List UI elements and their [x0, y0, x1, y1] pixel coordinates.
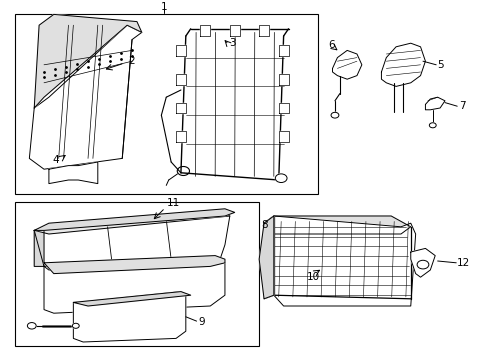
Polygon shape	[425, 97, 444, 110]
Text: 6: 6	[327, 40, 334, 50]
Circle shape	[275, 174, 286, 183]
Polygon shape	[34, 14, 142, 108]
Polygon shape	[176, 103, 185, 113]
Polygon shape	[34, 212, 229, 234]
Polygon shape	[73, 292, 190, 306]
Circle shape	[27, 323, 36, 329]
Polygon shape	[278, 131, 288, 142]
Polygon shape	[34, 209, 234, 230]
Polygon shape	[264, 216, 410, 234]
Polygon shape	[34, 212, 229, 270]
Circle shape	[330, 112, 338, 118]
Polygon shape	[381, 43, 425, 86]
Text: 9: 9	[198, 317, 204, 327]
Polygon shape	[278, 74, 288, 85]
Polygon shape	[176, 131, 185, 142]
Polygon shape	[44, 256, 224, 274]
Text: 3: 3	[228, 38, 235, 48]
Polygon shape	[264, 216, 273, 299]
Polygon shape	[29, 25, 142, 169]
Polygon shape	[73, 292, 185, 342]
Polygon shape	[229, 25, 239, 36]
Polygon shape	[278, 103, 288, 113]
Polygon shape	[259, 216, 273, 299]
Text: 5: 5	[437, 60, 444, 70]
Text: 7: 7	[458, 101, 465, 111]
Polygon shape	[200, 25, 210, 36]
Polygon shape	[176, 45, 185, 56]
Circle shape	[416, 260, 428, 269]
Text: 1: 1	[160, 2, 167, 12]
Bar	[15, 202, 259, 346]
Text: 11: 11	[166, 198, 180, 208]
Text: 10: 10	[306, 272, 319, 282]
Polygon shape	[410, 248, 434, 277]
Text: 2: 2	[128, 56, 135, 66]
Bar	[15, 14, 317, 194]
Polygon shape	[273, 216, 415, 306]
Polygon shape	[278, 45, 288, 56]
Polygon shape	[176, 74, 185, 85]
Polygon shape	[332, 50, 361, 79]
Circle shape	[72, 323, 79, 328]
Polygon shape	[259, 25, 268, 36]
Polygon shape	[44, 259, 224, 313]
Circle shape	[428, 123, 435, 128]
Polygon shape	[34, 227, 44, 266]
Text: 8: 8	[261, 220, 268, 230]
Text: 4: 4	[53, 155, 60, 165]
Polygon shape	[49, 162, 98, 184]
Text: 12: 12	[456, 258, 469, 268]
